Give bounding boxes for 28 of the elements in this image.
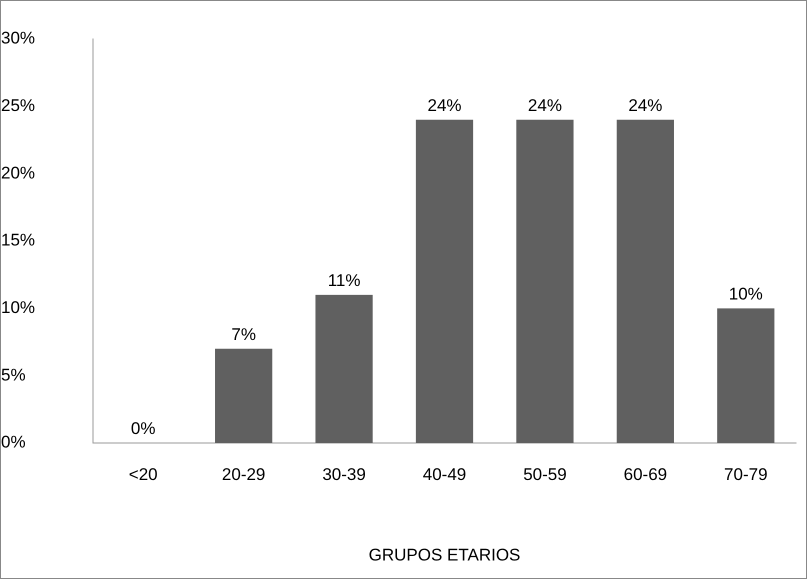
bar [616, 120, 674, 443]
y-tick-label: 10% [1, 298, 36, 318]
bar [717, 308, 774, 443]
x-tick-label: 20-29 [222, 464, 266, 484]
data-label: 24% [628, 96, 662, 115]
y-tick-label: 5% [1, 365, 26, 384]
x-tick-label: 40-49 [422, 464, 466, 484]
bar [516, 120, 574, 443]
data-label: 7% [231, 324, 256, 344]
data-label: 0% [130, 419, 156, 438]
bar [215, 348, 272, 443]
x-tick-label: <20 [128, 464, 158, 484]
x-tick-label: 60-69 [624, 464, 668, 484]
x-tick-label: 70-79 [724, 464, 768, 484]
data-label: 24% [427, 96, 462, 115]
x-tick-label: 50-59 [523, 464, 567, 484]
y-tick-label: 0% [1, 432, 26, 452]
y-tick-label: 25% [1, 96, 36, 116]
y-tick-label: 15% [1, 230, 36, 250]
data-label: 24% [528, 96, 562, 115]
x-tick-label: 30-39 [322, 464, 366, 484]
data-label: 11% [328, 271, 360, 290]
data-label: 10% [728, 284, 763, 304]
bar [416, 120, 474, 443]
x-axis-title: GRUPOS ETARIOS [368, 545, 520, 564]
y-tick-label: 30% [1, 28, 36, 48]
y-tick-label: 20% [1, 163, 36, 182]
bar [315, 294, 373, 443]
